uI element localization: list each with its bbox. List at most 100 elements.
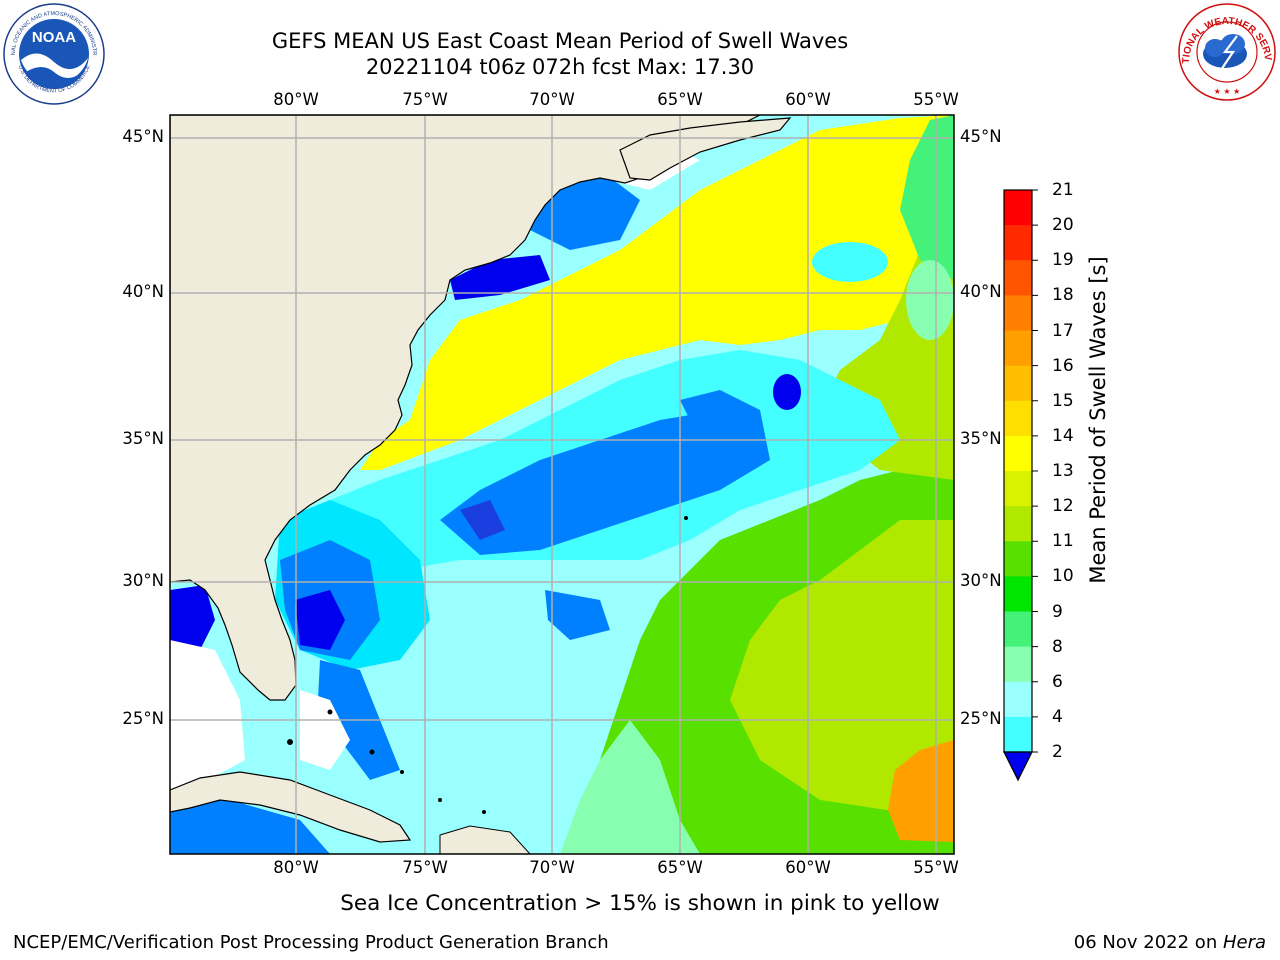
colorbar-extend-arrow bbox=[1003, 751, 1033, 782]
island-cat bbox=[400, 770, 404, 774]
map-frame bbox=[169, 114, 955, 855]
colorbar-label: 20 bbox=[1052, 215, 1074, 236]
colorbar-swatch bbox=[1004, 611, 1032, 648]
noaa-logo: NOAA NATIONAL OCEANIC AND ATMOSPHERIC AD… bbox=[2, 2, 105, 105]
colorbar-label: 21 bbox=[1052, 180, 1074, 200]
lat-tick-right: 45°N bbox=[960, 127, 1002, 146]
land-nova-scotia bbox=[619, 117, 792, 181]
island-acklins bbox=[438, 798, 442, 802]
lat-tick-right: 35°N bbox=[960, 429, 1002, 448]
colorbar-label: 18 bbox=[1052, 285, 1074, 306]
colorbar-label: 4 bbox=[1052, 706, 1063, 727]
lon-tick-bottom: 75°W bbox=[402, 858, 448, 877]
swell-field-orange-southeast bbox=[888, 740, 954, 842]
colorbar-swatch bbox=[1004, 295, 1032, 331]
colorbar-label: 16 bbox=[1052, 355, 1074, 376]
colorbar-label: 19 bbox=[1052, 250, 1074, 271]
swell-field-blue-central bbox=[440, 410, 770, 555]
swell-field-lightgreen-south bbox=[730, 520, 954, 820]
lat-tick-right: 40°N bbox=[960, 282, 1002, 301]
colorbar-swatch bbox=[1004, 716, 1032, 753]
colorbar-label: 2 bbox=[1052, 742, 1063, 762]
colorbar-swatch bbox=[1004, 365, 1032, 402]
lon-tick-bottom: 60°W bbox=[785, 858, 831, 877]
no-data-bahamas bbox=[300, 690, 350, 770]
colorbar-swatches bbox=[1004, 190, 1032, 753]
colorbar-swatch bbox=[1004, 576, 1032, 612]
lon-tick-top: 75°W bbox=[402, 90, 448, 109]
lat-tick-left: 45°N bbox=[122, 127, 164, 146]
lon-tick-top: 70°W bbox=[529, 90, 575, 109]
island-abaco bbox=[327, 709, 333, 715]
svg-text:★ ★ ★: ★ ★ ★ bbox=[1214, 87, 1241, 96]
chart-title: GEFS MEAN US East Coast Mean Period of S… bbox=[271, 29, 849, 53]
noaa-logo-text: NOAA bbox=[32, 29, 76, 46]
colorbar-swatch bbox=[1004, 541, 1032, 577]
land-cuba bbox=[170, 771, 412, 843]
swell-field-mint-patch bbox=[906, 260, 954, 340]
colorbar-title: Mean Period of Swell Waves [s] bbox=[1086, 256, 1110, 584]
lat-tick-left: 30°N bbox=[122, 571, 164, 590]
footer-date: 06 Nov 2022 on bbox=[1073, 932, 1223, 953]
island-turks bbox=[482, 810, 486, 814]
colorbar-swatch bbox=[1004, 506, 1032, 542]
colorbar-swatch bbox=[1004, 471, 1032, 507]
lat-tick-left: 40°N bbox=[122, 282, 164, 301]
colorbar-swatch bbox=[1004, 646, 1032, 683]
swell-field-blue-dark-center bbox=[460, 500, 505, 540]
colorbar-swatch bbox=[1004, 330, 1032, 367]
swell-field-blue-gulfstream bbox=[545, 590, 610, 640]
lat-tick-left: 25°N bbox=[122, 709, 164, 728]
no-data-gulf bbox=[170, 640, 245, 790]
lat-tick-right: 30°N bbox=[960, 571, 1002, 590]
swell-field-dark-blue-spot bbox=[773, 374, 801, 410]
colorbar-label: 11 bbox=[1052, 531, 1074, 552]
swell-field-blue-nyb bbox=[450, 255, 550, 300]
colorbar-ticks bbox=[1032, 189, 1038, 753]
graticule bbox=[170, 115, 954, 854]
swell-field-green-northeast bbox=[900, 115, 954, 280]
colorbar-label: 17 bbox=[1052, 320, 1074, 341]
sea-ice-note: Sea Ice Concentration > 15% is shown in … bbox=[340, 891, 940, 916]
colorbar-label: 13 bbox=[1052, 461, 1074, 481]
swell-field-gulf-blue bbox=[170, 585, 215, 650]
colorbar-label: 10 bbox=[1052, 566, 1074, 587]
lon-tick-top: 55°W bbox=[913, 90, 959, 109]
footer-branch: NCEP/EMC/Verification Post Processing Pr… bbox=[13, 932, 609, 953]
colorbar-label: 6 bbox=[1052, 671, 1063, 692]
colorbar-swatch bbox=[1004, 681, 1032, 718]
swell-field-blue-east bbox=[680, 390, 770, 470]
colorbar-label: 14 bbox=[1052, 425, 1074, 446]
island-eleuthera bbox=[369, 749, 375, 755]
nws-logo: NATIONAL WEATHER SERVICE ★ ★ ★ bbox=[1177, 2, 1276, 101]
lon-tick-bottom: 55°W bbox=[913, 858, 959, 877]
island-andros bbox=[287, 739, 293, 745]
lon-tick-top: 65°W bbox=[657, 90, 703, 109]
colorbar-label: 8 bbox=[1052, 636, 1063, 657]
lon-tick-bottom: 65°W bbox=[657, 858, 703, 877]
colorbar-label: 15 bbox=[1052, 390, 1074, 411]
swell-field-blue-dark bbox=[295, 590, 345, 650]
swell-field-caribbean-blue bbox=[170, 790, 330, 854]
footer-host: Hera bbox=[1222, 932, 1266, 953]
colorbar-swatch bbox=[1004, 225, 1032, 261]
chart-subtitle: 20221104 t06z 072h fcst Max: 17.30 bbox=[365, 55, 755, 79]
footer-date-host: 06 Nov 2022 on Hera bbox=[1074, 932, 1266, 954]
swell-field-cyan-patch bbox=[812, 242, 888, 282]
colorbar-swatch bbox=[1004, 400, 1032, 437]
lon-tick-bottom: 70°W bbox=[529, 858, 575, 877]
lat-tick-left: 35°N bbox=[122, 429, 164, 448]
colorbar-swatch bbox=[1004, 190, 1032, 226]
colorbar-swatch bbox=[1004, 435, 1032, 472]
lon-tick-top: 60°W bbox=[785, 90, 831, 109]
colorbar-swatch bbox=[1004, 260, 1032, 296]
lat-tick-right: 25°N bbox=[960, 709, 1002, 728]
colorbar-label: 12 bbox=[1052, 496, 1074, 517]
lon-tick-top: 80°W bbox=[273, 90, 319, 109]
colorbar-label: 9 bbox=[1052, 601, 1063, 622]
land-north-america bbox=[170, 115, 761, 701]
swell-field-mint-south bbox=[560, 720, 700, 854]
lon-tick-bottom: 80°W bbox=[273, 858, 319, 877]
